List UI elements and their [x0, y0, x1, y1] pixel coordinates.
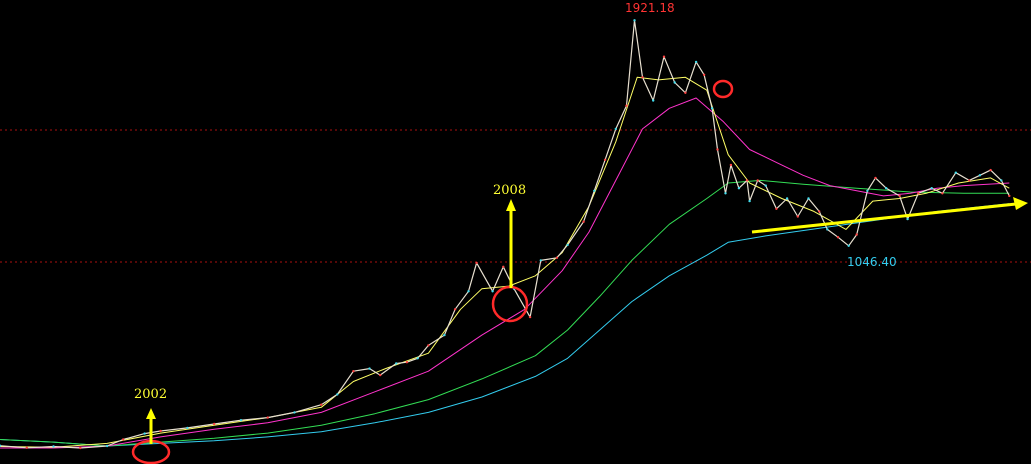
- price-point: [395, 362, 398, 365]
- price-point: [941, 192, 944, 195]
- price-point: [159, 429, 162, 433]
- price-point: [582, 220, 585, 223]
- price-point: [836, 236, 840, 239]
- price-point: [1008, 194, 1011, 198]
- label-2008: 2008: [493, 183, 526, 198]
- price-point: [796, 215, 799, 218]
- trend-arrow-line: [751, 202, 1017, 234]
- price-point: [968, 179, 971, 182]
- price-point: [874, 176, 877, 180]
- price-point: [122, 438, 125, 441]
- series-line-longest-moving-average: [0, 203, 1010, 447]
- price-point: [673, 81, 676, 84]
- arrow-2002-head: [146, 408, 156, 419]
- price-point: [52, 445, 55, 448]
- price-point: [213, 422, 216, 426]
- label-2002: 2002: [134, 387, 167, 402]
- price-point: [684, 91, 687, 95]
- price-point: [906, 217, 909, 221]
- price-point: [105, 444, 109, 448]
- price-point: [502, 265, 505, 268]
- price-point: [954, 171, 957, 174]
- price-point: [978, 174, 982, 177]
- price-point: [885, 187, 888, 190]
- price-point: [239, 419, 243, 422]
- price-point: [917, 192, 920, 195]
- price-point: [603, 158, 607, 161]
- price-point: [710, 107, 714, 110]
- price-point: [818, 210, 821, 213]
- circle-top: [712, 79, 734, 99]
- price-point: [475, 261, 478, 265]
- price-point: [320, 403, 323, 406]
- price-point: [467, 290, 470, 293]
- price-point: [694, 60, 698, 64]
- price-point: [539, 259, 542, 262]
- arrow-2008-head: [506, 199, 516, 211]
- price-point: [756, 179, 759, 182]
- price-point: [79, 446, 82, 450]
- price-point: [0, 444, 2, 447]
- price-point: [593, 189, 596, 192]
- price-point: [930, 187, 933, 190]
- price-point: [416, 357, 419, 360]
- label-peak: 1921.18: [625, 1, 675, 15]
- price-point: [724, 192, 727, 195]
- price-point: [453, 308, 457, 311]
- label-trough: 1046.40: [847, 255, 897, 269]
- series-line-price: [0, 19, 1010, 449]
- price-point: [336, 393, 339, 396]
- price-point: [491, 290, 494, 293]
- price-point: [368, 367, 371, 370]
- price-point: [764, 184, 767, 187]
- price-point: [729, 163, 733, 167]
- price-point: [989, 168, 992, 172]
- price-point: [555, 256, 559, 259]
- price-point: [633, 19, 636, 22]
- price-point: [826, 228, 829, 231]
- price-point: [614, 127, 617, 131]
- price-point: [1000, 179, 1003, 182]
- circle-2008: [491, 285, 529, 323]
- price-point: [785, 197, 789, 200]
- series-line-medium-moving-average: [0, 97, 1010, 449]
- price-point: [266, 416, 269, 419]
- price-point: [352, 370, 355, 373]
- series-line-long-moving-average: [0, 179, 1010, 447]
- price-point: [702, 73, 706, 77]
- price-point: [379, 373, 382, 377]
- series-layer: [0, 19, 1011, 450]
- price-point: [427, 344, 430, 347]
- price-point: [405, 361, 409, 364]
- price-point: [737, 187, 741, 190]
- price-point: [898, 194, 901, 198]
- price-point: [716, 148, 719, 151]
- price-point: [186, 426, 189, 430]
- price-point: [566, 243, 569, 247]
- price-point: [866, 189, 869, 192]
- price-point: [662, 55, 666, 58]
- price-point: [748, 199, 751, 203]
- price-point: [641, 76, 644, 79]
- price-point: [652, 99, 655, 102]
- price-point: [443, 333, 446, 337]
- price-point: [625, 104, 628, 107]
- price-point: [25, 446, 28, 449]
- trend-arrowhead: [1013, 197, 1028, 210]
- price-point: [775, 207, 778, 210]
- price-point: [807, 197, 810, 200]
- price-point: [847, 244, 850, 247]
- price-point: [528, 315, 532, 319]
- price-point: [143, 432, 146, 435]
- price-point: [293, 411, 296, 414]
- price-point: [855, 233, 858, 236]
- price-point: [745, 179, 749, 182]
